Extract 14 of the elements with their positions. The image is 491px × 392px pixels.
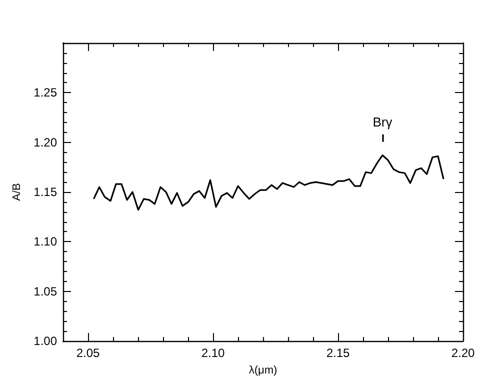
annotation: Brγ xyxy=(372,114,393,130)
line-series xyxy=(92,154,444,211)
y-tick-label: 1.25 xyxy=(34,86,58,100)
text: 2.10 xyxy=(201,346,225,360)
x-tick-label: 2.15 xyxy=(326,346,350,360)
text: 1.00 xyxy=(34,334,57,348)
y-tick-label: 1.15 xyxy=(34,185,58,199)
text: 1.20 xyxy=(34,135,57,150)
text: 2.20 xyxy=(451,346,475,360)
y-axis-title: A/B xyxy=(11,183,24,201)
y-tick-label: 1.05 xyxy=(34,284,58,298)
x-tick-label: 2.05 xyxy=(76,346,100,360)
text: 1.10 xyxy=(34,234,57,249)
x-axis-title: λ(μm) xyxy=(248,364,278,376)
